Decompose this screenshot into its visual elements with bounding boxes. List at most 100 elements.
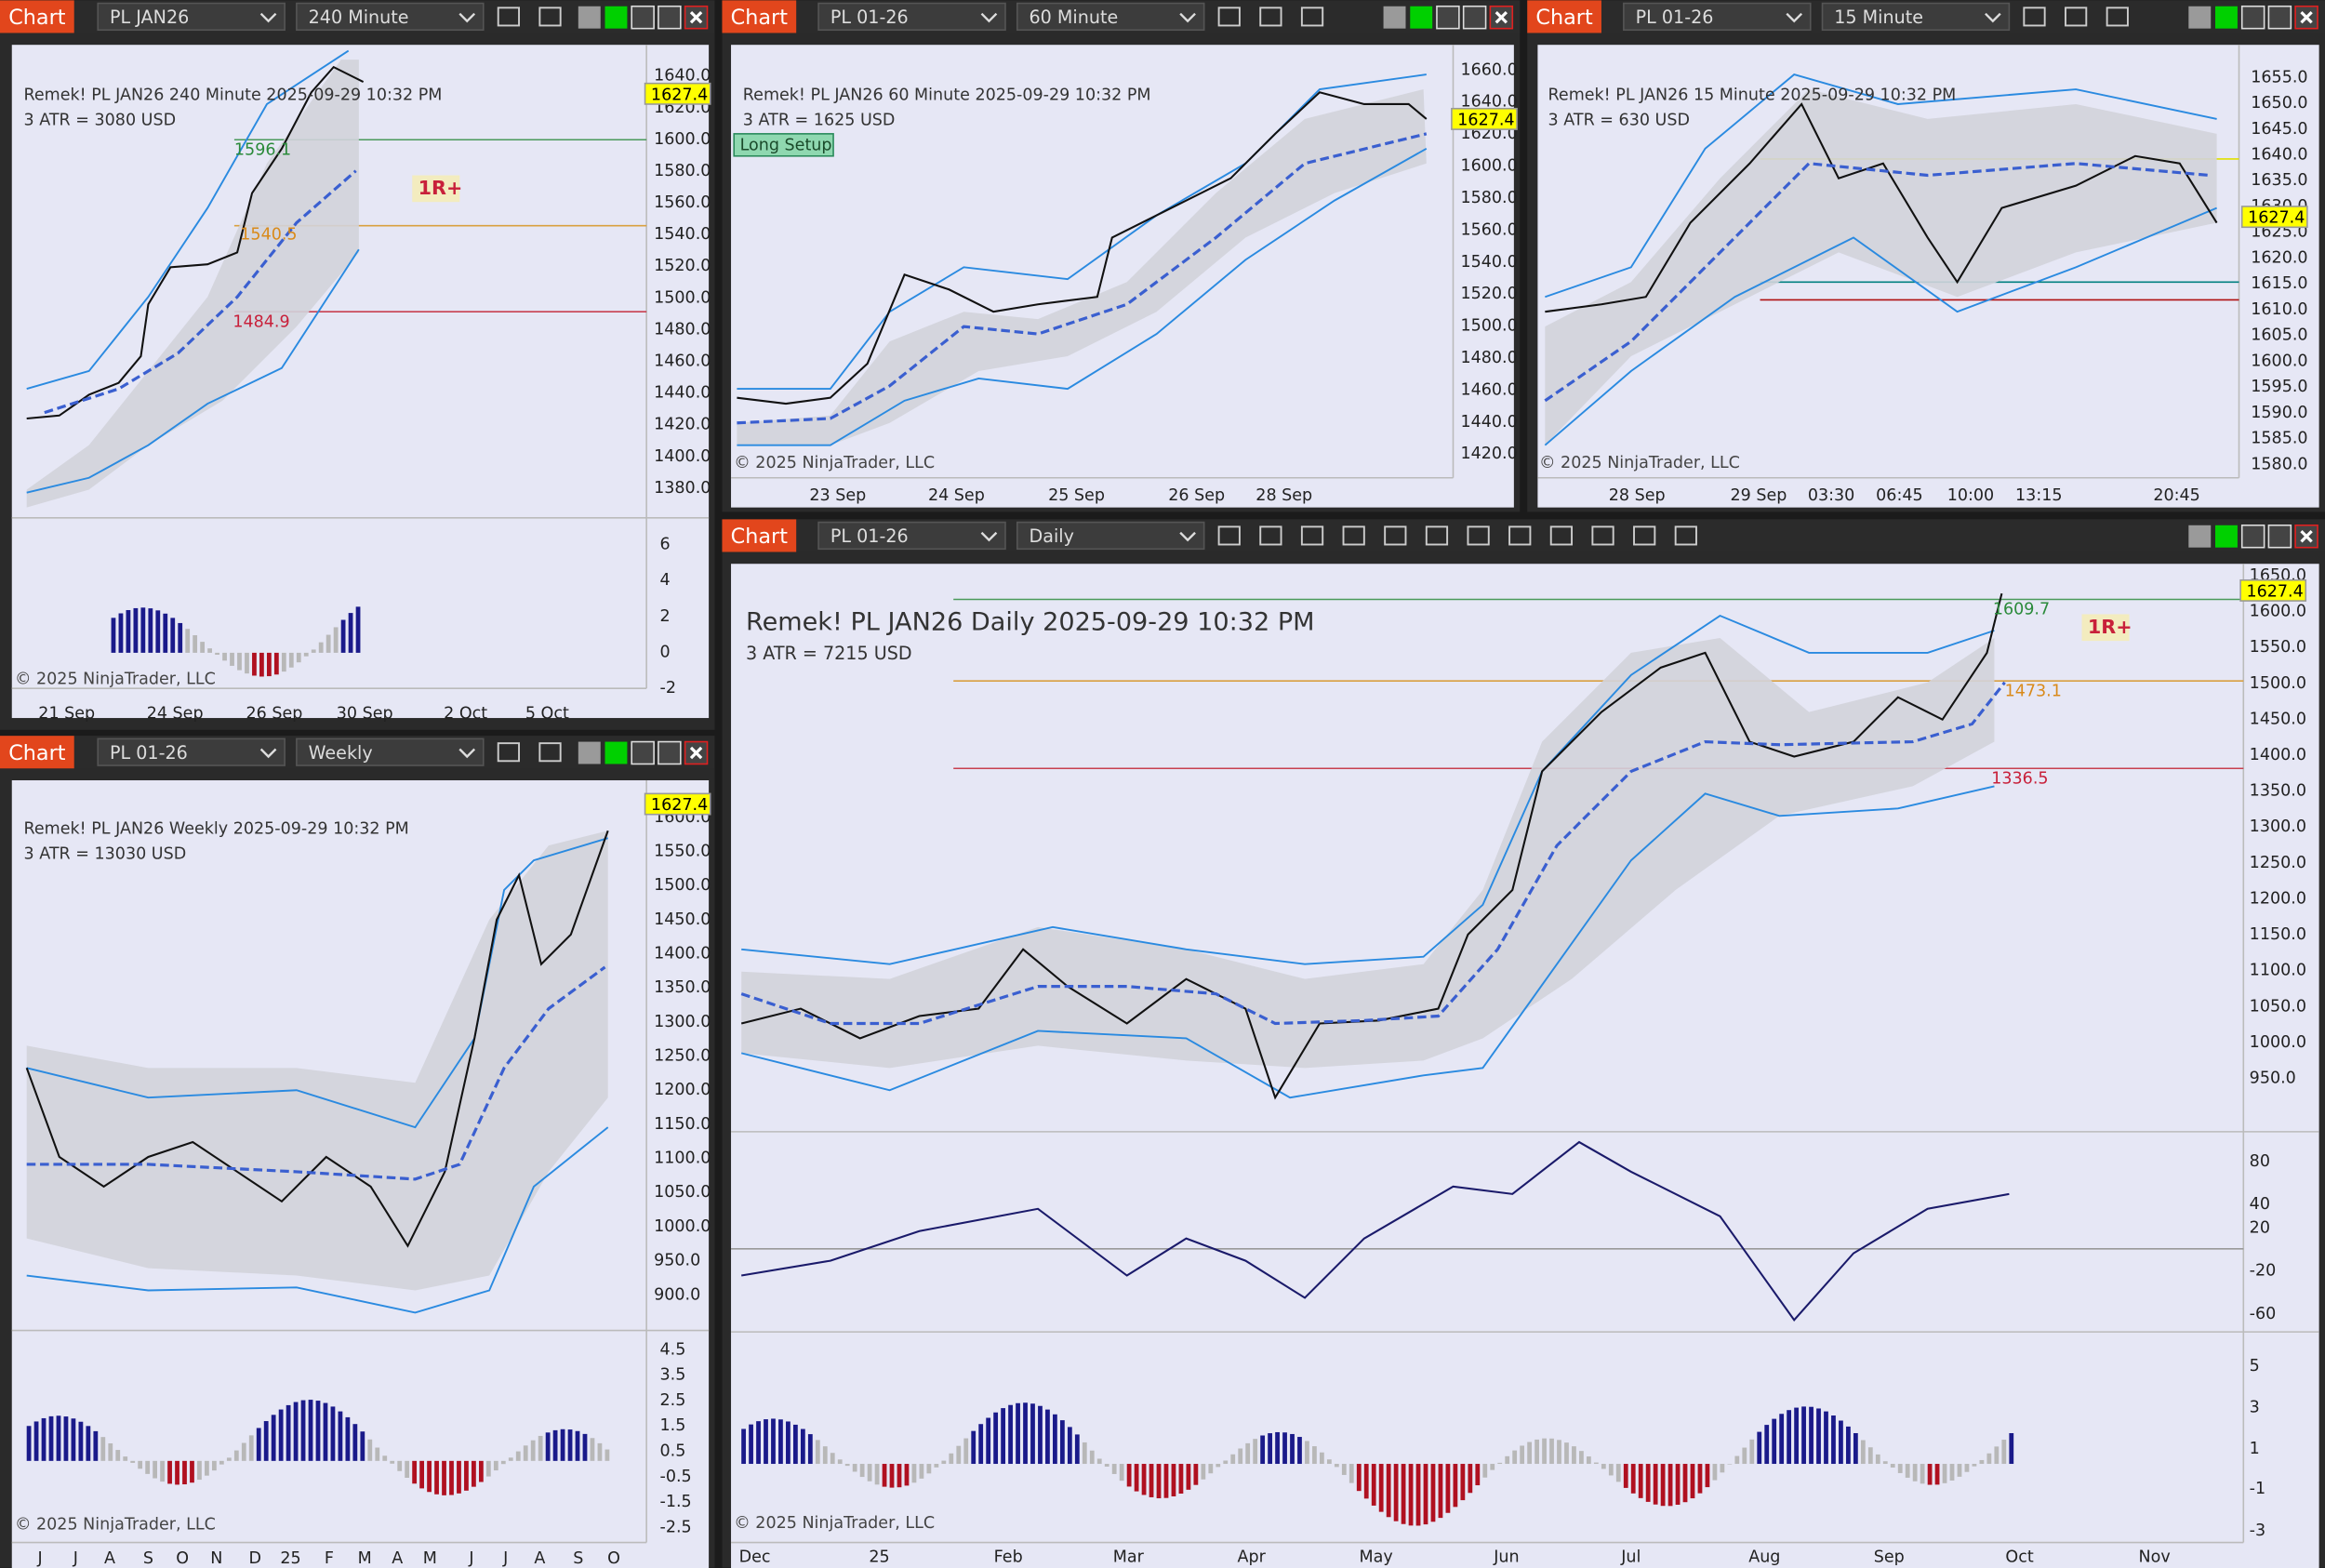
volatility-band <box>1545 89 2217 445</box>
window-button[interactable] <box>604 6 628 29</box>
setup-button[interactable] <box>733 133 834 157</box>
window-button[interactable] <box>658 5 682 30</box>
price-axis-label: 1600.0 <box>654 130 711 149</box>
dropdown-instrument-label: PL 01-26 <box>1636 7 1714 28</box>
toolbar-icon[interactable] <box>2023 7 2046 27</box>
price-axis-label: 1480.0 <box>1460 349 1517 367</box>
histogram-bar <box>197 1460 202 1481</box>
time-axis-label: 5 Oct <box>525 704 569 723</box>
dropdown-interval-label: 15 Minute <box>1834 7 1923 28</box>
toolbar-icon[interactable] <box>538 7 562 27</box>
window-button[interactable] <box>578 6 601 29</box>
toolbar-icon[interactable] <box>1259 7 1282 27</box>
histogram-bar <box>1216 1464 1221 1468</box>
toolbar-icon[interactable] <box>1549 525 1574 546</box>
histogram-bar <box>230 652 234 666</box>
dropdown-interval[interactable] <box>1016 521 1205 551</box>
toolbar-icon[interactable] <box>497 7 520 27</box>
window-button[interactable] <box>604 741 628 764</box>
window-button[interactable] <box>2188 6 2212 29</box>
window-button[interactable] <box>631 5 655 30</box>
window-button[interactable] <box>2240 5 2265 30</box>
toolbar-icon[interactable] <box>1633 525 1656 546</box>
annotation-bg <box>2081 614 2130 642</box>
chart-tab[interactable] <box>722 0 797 33</box>
window-button[interactable] <box>631 740 655 765</box>
window-button[interactable] <box>2267 5 2292 30</box>
histogram-bar <box>852 1464 857 1472</box>
toolbar-icon[interactable] <box>1259 525 1282 546</box>
histogram-bar <box>1238 1448 1243 1465</box>
window-button[interactable] <box>1383 6 1406 29</box>
window-button[interactable] <box>1436 5 1460 30</box>
window-button[interactable] <box>2215 6 2238 29</box>
histogram-bar <box>1667 1464 1673 1507</box>
histogram-bar <box>1163 1464 1169 1498</box>
toolbar-icon[interactable] <box>1425 525 1449 546</box>
histogram-bar <box>1378 1464 1384 1512</box>
histogram-bar <box>1008 1404 1013 1465</box>
dropdown-arrow <box>980 12 998 23</box>
dropdown-interval[interactable] <box>296 2 485 32</box>
window-button[interactable] <box>578 741 601 764</box>
toolbar-icon[interactable] <box>1217 525 1241 546</box>
dropdown-instrument[interactable] <box>1623 2 1812 32</box>
toolbar-icon[interactable] <box>1342 525 1365 546</box>
chart-tab[interactable] <box>722 519 797 552</box>
histogram-bar <box>1927 1464 1933 1485</box>
oscillator-axis-label: 20 <box>2250 1219 2270 1238</box>
histogram-bar <box>226 1457 232 1461</box>
toolbar-icon[interactable] <box>2106 7 2129 27</box>
window-button[interactable] <box>2188 525 2212 548</box>
window-button[interactable] <box>1462 5 1487 30</box>
dropdown-instrument[interactable] <box>817 2 1006 32</box>
window-button[interactable] <box>2215 525 2238 548</box>
toolbar-icon[interactable] <box>1591 525 1614 546</box>
price-line <box>25 830 609 1248</box>
chart-tab[interactable] <box>0 736 74 769</box>
histogram-bar <box>1001 1408 1005 1465</box>
last-price: 1627.4 <box>651 796 708 815</box>
moving-average <box>1544 162 2210 403</box>
histogram-bar <box>1586 1456 1591 1465</box>
window-button[interactable] <box>2240 524 2265 549</box>
histogram-bar <box>1875 1454 1880 1465</box>
histogram-bar <box>963 1438 969 1465</box>
window-button[interactable] <box>1410 6 1433 29</box>
toolbar-icon[interactable] <box>1300 7 1324 27</box>
annotation: 1609.7 <box>1993 601 2050 619</box>
histogram-bar <box>1905 1464 1910 1478</box>
annotation: 1484.9 <box>232 312 289 331</box>
chart-tab[interactable] <box>1527 0 1601 33</box>
last-price: 1627.4 <box>2246 583 2303 602</box>
histogram-bar <box>1882 1461 1888 1465</box>
dropdown-interval[interactable] <box>1016 2 1205 32</box>
dropdown-instrument[interactable] <box>817 521 1006 551</box>
dropdown-instrument[interactable] <box>97 2 286 32</box>
last-price: 1627.4 <box>1457 112 1514 130</box>
toolbar-icon[interactable] <box>538 742 562 763</box>
histogram-bar <box>1660 1464 1666 1507</box>
toolbar-icon[interactable] <box>1467 525 1490 546</box>
toolbar-icon[interactable] <box>2065 7 2088 27</box>
dropdown-interval[interactable] <box>1821 2 2011 32</box>
window-button[interactable] <box>2267 524 2292 549</box>
toolbar-icon[interactable] <box>1508 525 1532 546</box>
histogram-bar <box>1860 1440 1866 1465</box>
histogram-bar <box>100 1437 106 1461</box>
dropdown-interval[interactable] <box>296 737 485 766</box>
toolbar-icon[interactable] <box>497 742 520 763</box>
histogram-bar <box>211 1460 217 1471</box>
toolbar-icon[interactable] <box>1300 525 1324 546</box>
histogram-bar <box>778 1419 783 1465</box>
lower-band <box>26 1126 609 1314</box>
toolbar-icon[interactable] <box>1217 7 1241 27</box>
chart-tab[interactable] <box>0 0 74 33</box>
toolbar-icon[interactable] <box>1384 525 1407 546</box>
window-button[interactable] <box>658 740 682 765</box>
price-axis-label: 1640.0 <box>1460 93 1517 112</box>
toolbar-icon[interactable] <box>1674 525 1697 546</box>
histogram-bar <box>1630 1464 1636 1494</box>
price-axis-label: 1450.0 <box>654 910 711 929</box>
dropdown-instrument[interactable] <box>97 737 286 766</box>
